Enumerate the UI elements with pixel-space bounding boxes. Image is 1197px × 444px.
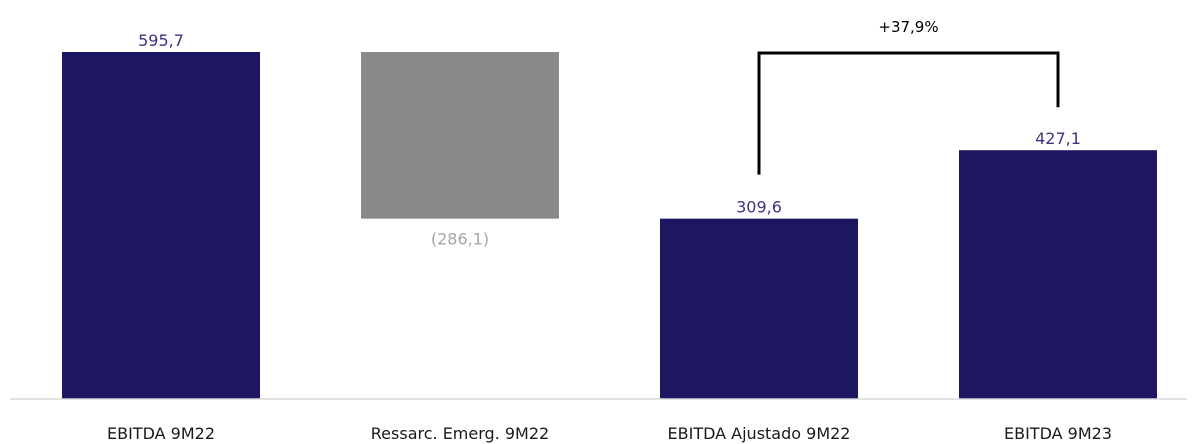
growth-bracket-line xyxy=(757,51,1060,175)
value-label-ebitda-ajustado-9m22: 309,6 xyxy=(736,198,782,217)
category-label-ressarc-emerg-9m22: Ressarc. Emerg. 9M22 xyxy=(371,424,549,443)
bar-ebitda-9m22 xyxy=(62,52,260,399)
growth-annotation: +37,9% xyxy=(757,18,1060,175)
growth-percentage-label: +37,9% xyxy=(878,18,938,36)
value-labels-layer: 595,7 (286,1) 309,6 427,1 xyxy=(138,31,1081,249)
bar-ebitda-9m23 xyxy=(959,150,1157,399)
value-label-ressarc-emerg-9m22: (286,1) xyxy=(431,230,489,249)
category-labels-layer: EBITDA 9M22 Ressarc. Emerg. 9M22 EBITDA Aj… xyxy=(107,424,1112,443)
value-label-ebitda-9m23: 427,1 xyxy=(1035,129,1081,148)
bar-ressarc-emerg-9m22 xyxy=(361,52,559,219)
category-label-ebitda-ajustado-9m22: EBITDA Ajustado 9M22 xyxy=(668,424,851,443)
bars-layer xyxy=(62,52,1157,399)
category-label-ebitda-9m22: EBITDA 9M22 xyxy=(107,424,215,443)
value-label-ebitda-9m22: 595,7 xyxy=(138,31,184,50)
bar-ebitda-ajustado-9m22 xyxy=(660,218,858,399)
category-label-ebitda-9m23: EBITDA 9M23 xyxy=(1004,424,1112,443)
